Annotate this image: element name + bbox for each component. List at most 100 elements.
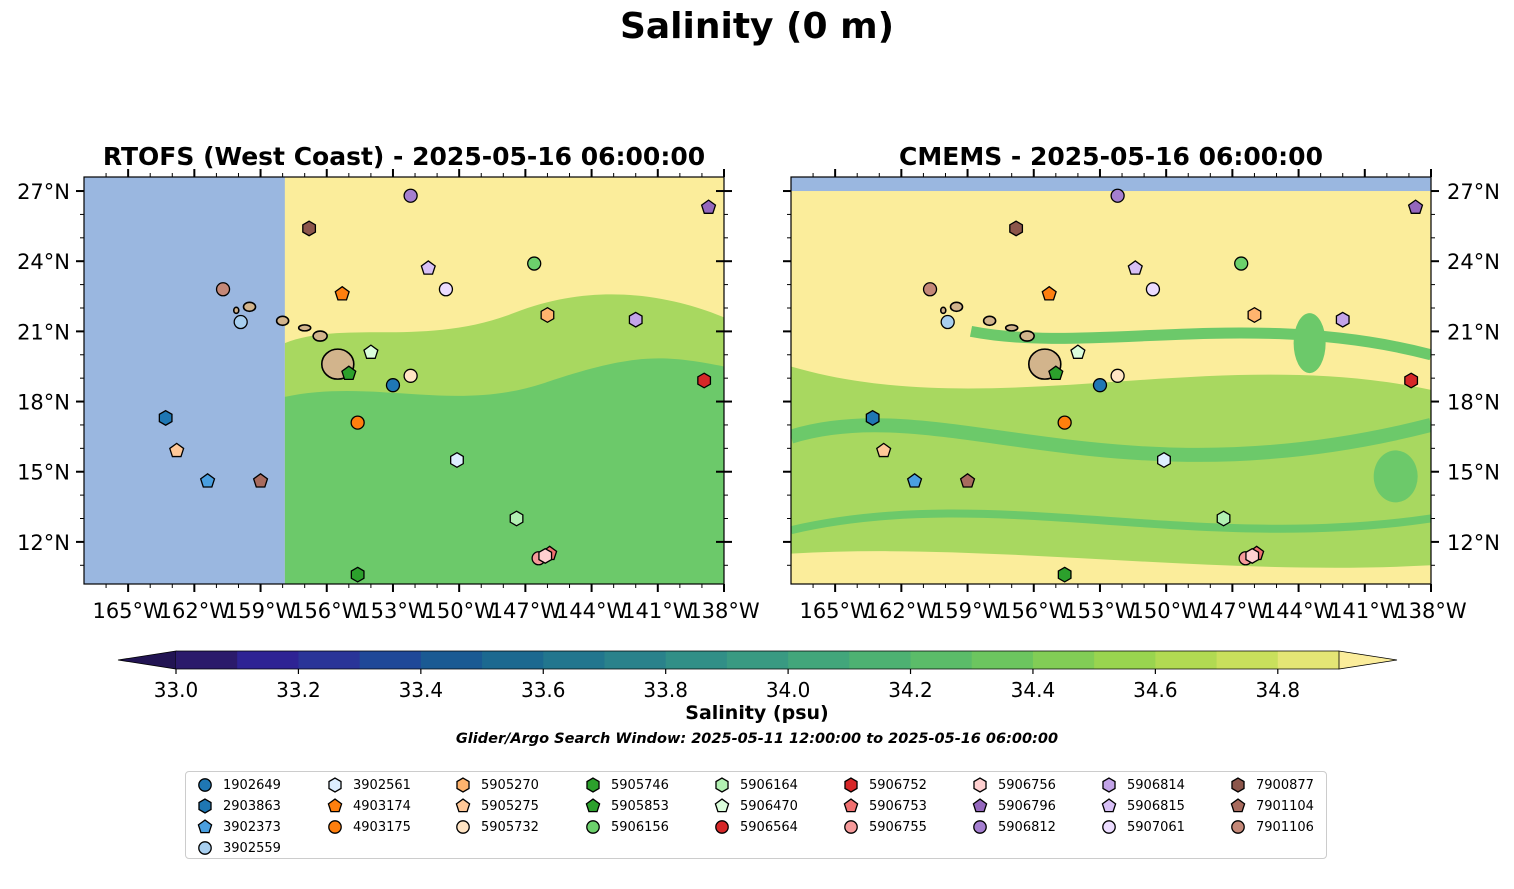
island-maui xyxy=(1019,330,1035,342)
legend-item-5906755: 5906755 xyxy=(842,818,927,836)
legend-item-5906796: 5906796 xyxy=(971,797,1056,815)
legend-marker-shape xyxy=(328,820,342,834)
legend-marker-shape xyxy=(715,820,729,834)
legend-marker xyxy=(973,777,987,793)
legend-item-7901104: 7901104 xyxy=(1229,797,1314,815)
float-5905746 xyxy=(350,566,365,583)
x-tick-label: 153°W xyxy=(357,599,429,623)
legend-item-5905746: 5905746 xyxy=(584,776,669,794)
float-5905270 xyxy=(1247,306,1262,324)
legend-item-5907061: 5907061 xyxy=(1100,818,1185,836)
colorbar-extend-low xyxy=(117,650,177,670)
legend-label: 4903175 xyxy=(353,819,411,835)
legend-marker-shape xyxy=(586,820,600,834)
low-salinity-eddy xyxy=(1293,313,1326,374)
float-5907061 xyxy=(438,282,454,297)
colorbar-bin xyxy=(237,651,299,669)
legend-marker-shape xyxy=(844,777,858,793)
float-4903175 xyxy=(1057,415,1072,430)
float-5905853 xyxy=(1048,365,1064,381)
y-tick-label: 12°N xyxy=(1447,531,1500,555)
x-tick-label: 147°W xyxy=(1197,599,1269,623)
legend-marker-shape xyxy=(328,777,342,793)
legend-label: 3902561 xyxy=(353,777,411,793)
legend-label: 2903863 xyxy=(223,798,281,814)
legend-label: 5906164 xyxy=(740,777,798,793)
legend-marker xyxy=(328,777,342,793)
colorbar-tick-label: 34.6 xyxy=(1133,678,1178,702)
no-data-region xyxy=(84,177,285,584)
colorbar-bin xyxy=(176,651,238,669)
y-tick-label: 24°N xyxy=(1447,250,1500,274)
legend-item-5906752: 5906752 xyxy=(842,776,927,794)
float-7901104 xyxy=(252,472,269,488)
legend-marker xyxy=(1102,820,1116,834)
legend-marker-shape xyxy=(715,777,729,793)
map-panel-rtofs xyxy=(84,177,724,584)
x-tick-label: 165°W xyxy=(92,599,164,623)
legend-label: 5906564 xyxy=(740,819,798,835)
panel-frame xyxy=(83,176,725,585)
map-panel-cmems xyxy=(791,177,1431,584)
legend-label: 7900877 xyxy=(1256,777,1314,793)
legend-label: 5906755 xyxy=(869,819,927,835)
legend-marker xyxy=(844,820,858,834)
float-4903175 xyxy=(350,415,365,430)
legend-item-4903174: 4903174 xyxy=(326,797,411,815)
legend-item-5906164: 5906164 xyxy=(713,776,798,794)
float-5906752 xyxy=(1404,372,1419,389)
legend-marker-shape xyxy=(1101,798,1117,813)
float-5906796 xyxy=(700,199,717,214)
legend-marker xyxy=(198,778,212,792)
legend-label: 3902559 xyxy=(223,840,281,856)
float-5906470 xyxy=(1070,344,1086,359)
colorbar-bin xyxy=(1094,651,1156,669)
legend-label: 5907061 xyxy=(1127,819,1185,835)
colorbar-tick-label: 33.6 xyxy=(521,678,566,702)
legend-marker xyxy=(715,820,729,834)
legend-item-7901106: 7901106 xyxy=(1229,818,1314,836)
legend-marker-shape xyxy=(1102,820,1116,834)
legend-label: 5906796 xyxy=(998,798,1056,814)
legend-label: 3902373 xyxy=(223,819,281,835)
x-tick-label: 138°W xyxy=(1395,599,1467,623)
legend-label: 5906470 xyxy=(740,798,798,814)
float-2903863 xyxy=(865,409,880,426)
y-tick-label: 15°N xyxy=(1447,461,1500,485)
float-3902559 xyxy=(233,314,248,330)
x-tick-label: 150°W xyxy=(423,599,495,623)
colorbar-tick-label: 33.2 xyxy=(276,678,321,702)
colorbar-tick-label: 33.4 xyxy=(399,678,444,702)
x-tick-label: 141°W xyxy=(622,599,694,623)
float-5906796 xyxy=(1407,199,1424,214)
legend-label: 5905746 xyxy=(611,777,669,793)
legend-marker-shape xyxy=(456,820,470,834)
no-data-strip xyxy=(791,177,1431,192)
y-tick-label: 18°N xyxy=(17,391,70,415)
colorbar-bin xyxy=(726,651,789,669)
x-tick-label: 162°W xyxy=(866,599,938,623)
float-5905275 xyxy=(876,442,892,458)
legend-marker-shape xyxy=(455,798,471,813)
float-5906756 xyxy=(538,547,553,564)
legend-marker-shape xyxy=(197,819,213,834)
island-kauai xyxy=(242,301,257,313)
legend-item-3902373: 3902373 xyxy=(196,818,281,836)
colorbar-bin xyxy=(971,651,1034,669)
legend-item-5905275: 5905275 xyxy=(454,797,539,815)
float-1902649 xyxy=(385,378,401,393)
legend-marker xyxy=(586,777,600,793)
legend-item-5906756: 5906756 xyxy=(971,776,1056,794)
island-oahu xyxy=(275,315,290,327)
low-salinity-filament xyxy=(791,418,1431,462)
colorbar-tick-label: 34.4 xyxy=(1011,678,1056,702)
island-molokai xyxy=(297,324,312,332)
colorbar-bin xyxy=(1032,651,1095,669)
float-5905732 xyxy=(1110,368,1125,383)
float-3902561 xyxy=(450,451,464,469)
legend-item-5905853: 5905853 xyxy=(584,797,669,815)
legend-label: 7901104 xyxy=(1256,798,1314,814)
legend-marker-shape xyxy=(843,798,859,813)
legend-item-3902559: 3902559 xyxy=(196,839,281,857)
legend-marker-shape xyxy=(1230,798,1246,813)
